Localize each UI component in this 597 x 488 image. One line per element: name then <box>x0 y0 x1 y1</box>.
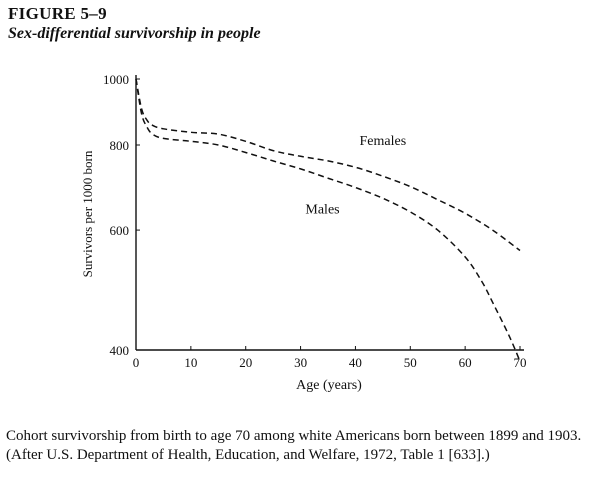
y-tick-label: 1000 <box>103 72 129 87</box>
x-tick-label: 40 <box>349 355 362 370</box>
x-tick-label: 10 <box>184 355 197 370</box>
series-label-females: Females <box>360 134 407 149</box>
x-tick-label: 50 <box>404 355 417 370</box>
y-tick-label: 600 <box>110 223 130 238</box>
x-tick-label: 60 <box>459 355 472 370</box>
figure-label: FIGURE 5–9 <box>8 4 107 23</box>
x-tick-label: 0 <box>133 355 140 370</box>
figure-caption: Cohort survivorship from birth to age 70… <box>6 428 582 463</box>
x-tick-label: 30 <box>294 355 307 370</box>
x-tick-label: 20 <box>239 355 252 370</box>
series-line-males <box>135 78 521 362</box>
figure-title: Sex-differential survivorship in people <box>8 25 261 42</box>
y-tick-label: 800 <box>110 138 130 153</box>
survivorship-chart: 0 10 20 30 40 50 60 70 400 600 800 1000 Females Male… <box>80 72 527 393</box>
series-label-males: Males <box>305 202 339 217</box>
y-tick-label: 400 <box>110 343 130 358</box>
x-axis-label: Age (years) <box>296 378 362 393</box>
series-line-females <box>135 78 521 252</box>
chart-axes <box>135 75 524 351</box>
chart-ticks: 0 10 20 30 40 50 60 70 400 600 800 1000 <box>103 72 527 370</box>
y-axis-label: Survivors per 1000 born <box>80 150 95 277</box>
x-tick-label: 70 <box>514 355 527 370</box>
chart-series: Females Males <box>135 78 521 362</box>
